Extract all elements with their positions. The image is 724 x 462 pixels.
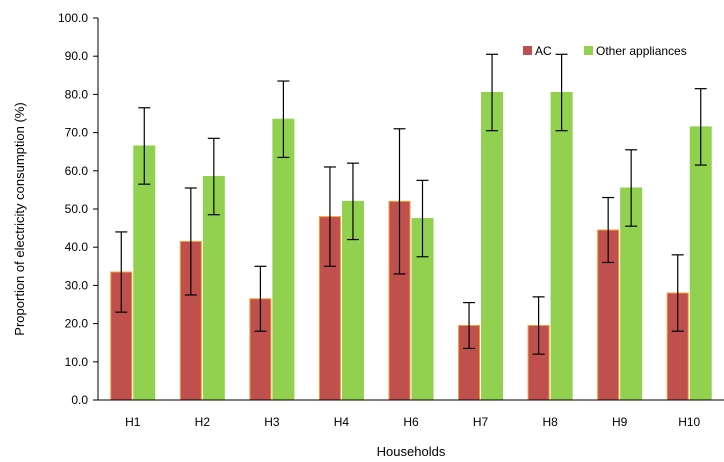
y-tick-label: 30.0 — [65, 278, 89, 292]
x-tick-label: H3 — [264, 415, 280, 429]
x-axis-ticks: H1 H2 H3 H4 H6 H7 H8 H9 H10 — [125, 415, 700, 429]
legend: AC Other appliances — [523, 44, 687, 58]
y-tick-label: 10.0 — [65, 355, 89, 369]
bar-other-appliances — [272, 118, 295, 401]
x-tick-label: H6 — [403, 415, 419, 429]
x-tick-label: H2 — [195, 415, 211, 429]
y-tick-label: 70.0 — [65, 126, 89, 140]
y-tick-label: 50.0 — [65, 202, 89, 216]
legend-swatch-ac — [523, 46, 532, 55]
bar-other-appliances — [550, 91, 573, 401]
legend-swatch-other-appliances — [584, 46, 593, 55]
y-tick-label: 90.0 — [65, 49, 89, 63]
bars — [110, 91, 712, 401]
legend-label-other-appliances: Other appliances — [596, 44, 687, 58]
y-axis-ticks: 0.0 10.0 20.0 30.0 40.0 50.0 60.0 70.0 80.0 90.0 1… — [58, 11, 98, 407]
y-axis-title: Proportion of electricity consumption (%… — [12, 102, 27, 335]
y-tick-label: 60.0 — [65, 164, 89, 178]
y-tick-label: 40.0 — [65, 240, 89, 254]
x-tick-label: H9 — [612, 415, 628, 429]
bar-other-appliances — [689, 126, 712, 401]
x-tick-label: H4 — [334, 415, 350, 429]
x-axis-title: Households — [377, 444, 446, 459]
bar-other-appliances — [481, 91, 504, 401]
x-tick-label: H1 — [125, 415, 141, 429]
x-tick-label: H10 — [678, 415, 700, 429]
y-tick-label: 0.0 — [71, 393, 88, 407]
y-tick-label: 100.0 — [58, 11, 88, 25]
error-bars — [115, 53, 707, 355]
x-tick-label: H7 — [473, 415, 489, 429]
y-tick-label: 20.0 — [65, 317, 89, 331]
y-tick-label: 80.0 — [65, 87, 89, 101]
x-tick-label: H8 — [542, 415, 558, 429]
legend-label-ac: AC — [535, 44, 552, 58]
